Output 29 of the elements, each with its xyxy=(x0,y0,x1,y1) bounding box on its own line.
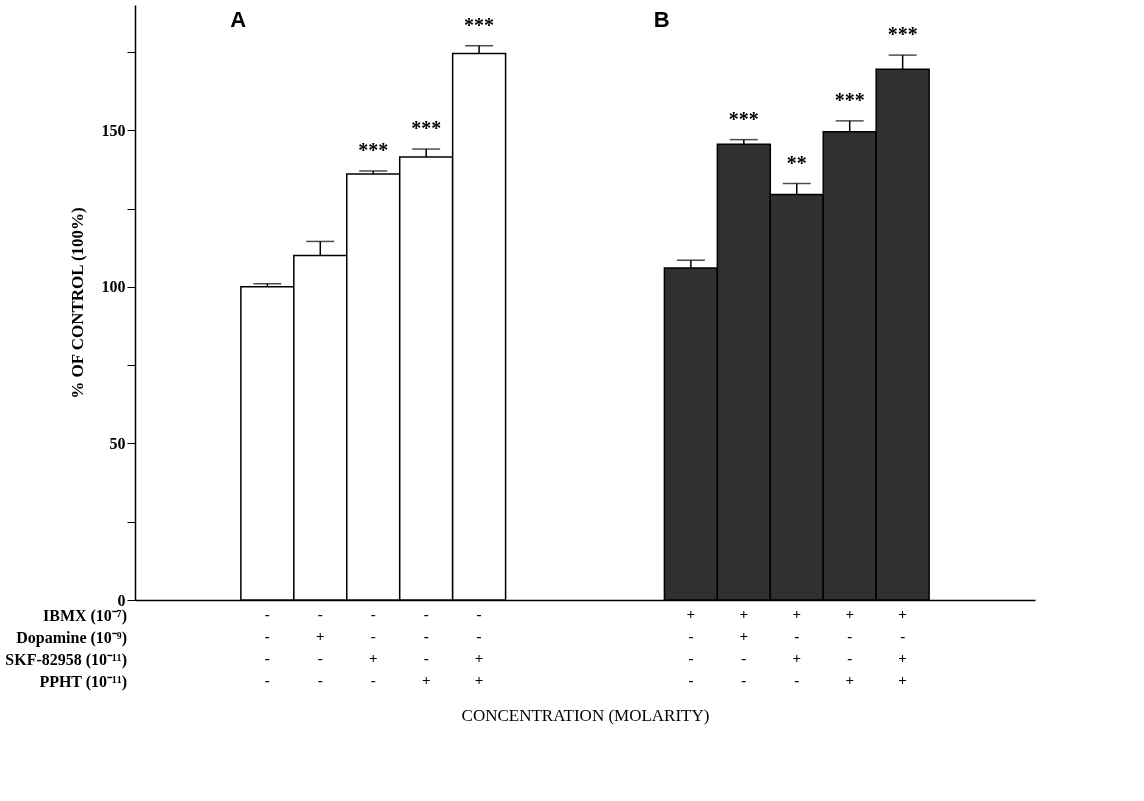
data-label: *** xyxy=(887,23,918,46)
x-tick-label: - - + + xyxy=(474,605,484,688)
y-axis-title: % OF CONTROL (100%) xyxy=(67,207,87,399)
x-tick-label: + - - + xyxy=(845,605,854,688)
annotation: B xyxy=(653,7,670,32)
data-label: *** xyxy=(834,88,865,111)
text: SKF-82958 (10⁻¹¹) xyxy=(5,651,127,669)
data-label: *** xyxy=(728,107,759,130)
data-label: *** xyxy=(358,138,389,161)
x-tick-label: + - + - xyxy=(792,605,802,688)
data-label: *** xyxy=(464,13,495,36)
y-tick-label: 50 xyxy=(109,434,126,452)
x-tick-label: + - + + xyxy=(898,605,907,688)
text: Dopamine (10⁻⁹) xyxy=(16,629,127,647)
x-tick-label: - - + - xyxy=(368,605,378,688)
data-label: *** xyxy=(411,117,442,140)
text: PPHT (10⁻¹¹) xyxy=(39,673,127,691)
x-tick-label: - - - - xyxy=(264,605,270,688)
x-tick-label: + + - - xyxy=(739,605,749,688)
x-tick-label: - - - + xyxy=(421,605,431,688)
x-tick-label: - + - - xyxy=(316,605,325,688)
data-label: ** xyxy=(786,151,807,174)
y-tick-label: 150 xyxy=(101,121,126,139)
text: IBMX (10⁻⁷) xyxy=(42,607,127,625)
y-tick-label: 100 xyxy=(101,278,126,296)
annotation: A xyxy=(230,7,247,32)
x-axis-title: CONCENTRATION (MOLARITY) xyxy=(461,705,710,725)
x-tick-label: + - - - xyxy=(686,605,696,688)
y-tick-label: 0 xyxy=(117,591,126,609)
